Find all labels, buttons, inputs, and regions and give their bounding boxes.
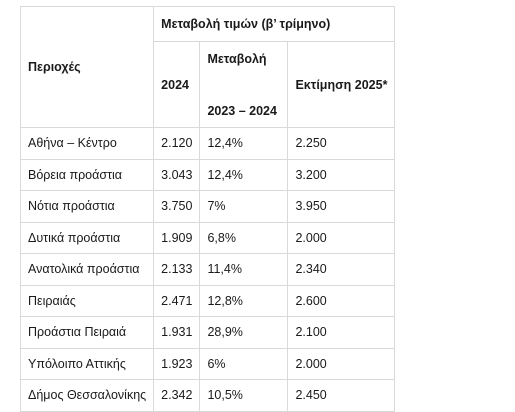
change-cell: 12,4% [199,127,289,160]
estimate-cell: 2.250 [287,127,396,160]
change-cell: 7% [199,190,289,223]
change-cell: 28,9% [199,316,289,349]
region-cell: Δήμος Θεσσαλονίκης [19,379,155,412]
region-cell: Προάστια Πειραιά [19,316,155,349]
region-column-header: Περιοχές [19,6,155,128]
estimate-cell: 2.000 [287,347,396,380]
price-change-group-header: Μεταβολή τιμών (β’ τρίμηνο) [153,6,396,42]
header-row-sub: 2024 Μεταβολή 2023 – 2024 Εκτίμηση 2025* [21,41,396,128]
region-cell: Υπόλοιπο Αττικής [19,347,155,380]
table-row: Υπόλοιπο Αττικής 1.923 6% 2.000 [19,347,396,380]
estimate-cell: 2.000 [287,221,396,254]
region-cell: Βόρεια προάστια [19,158,155,191]
change-cell: 10,5% [199,379,289,412]
estimate-column-header: Εκτίμηση 2025* [287,41,396,128]
table-row: Προάστια Πειραιά 1.931 28,9% 2.100 [19,316,396,349]
estimate-cell: 2.600 [287,284,396,317]
change-cell: 11,4% [199,253,289,286]
change-cell: 12,8% [199,284,289,317]
change-column-header: Μεταβολή 2023 – 2024 [199,41,289,128]
change-cell: 12,4% [199,158,289,191]
table-row: Ανατολικά προάστια 2.133 11,4% 2.340 [19,253,396,286]
price-change-table: Περιοχές Μεταβολή τιμών (β’ τρίμηνο) 202… [19,6,396,412]
change-cell: 6% [199,347,289,380]
header-row-top: Περιοχές Μεταβολή τιμών (β’ τρίμηνο) [19,6,396,128]
change-header-label: Μεταβολή [207,51,267,66]
value-2024-cell: 1.931 [153,316,201,349]
table-row: Νότια προάστια 3.750 7% 3.950 [19,190,396,223]
estimate-cell: 2.100 [287,316,396,349]
region-cell: Πειραιάς [19,284,155,317]
change-header-period: 2023 – 2024 [207,103,277,118]
table-row: Πειραιάς 2.471 12,8% 2.600 [19,284,396,317]
region-cell: Ανατολικά προάστια [19,253,155,286]
value-2024-cell: 1.909 [153,221,201,254]
value-2024-cell: 3.043 [153,158,201,191]
table-row: Δήμος Θεσσαλονίκης 2.342 10,5% 2.450 [19,379,396,412]
year-2024-column-header: 2024 [153,41,201,128]
value-2024-cell: 1.923 [153,347,201,380]
table-row: Δυτικά προάστια 1.909 6,8% 2.000 [19,221,396,254]
region-cell: Αθήνα – Κέντρο [19,127,155,160]
table-row: Αθήνα – Κέντρο 2.120 12,4% 2.250 [19,127,396,160]
table-row: Βόρεια προάστια 3.043 12,4% 3.200 [19,158,396,191]
estimate-cell: 3.950 [287,190,396,223]
value-2024-cell: 3.750 [153,190,201,223]
table-header: Περιοχές Μεταβολή τιμών (β’ τρίμηνο) 202… [19,6,396,128]
change-cell: 6,8% [199,221,289,254]
region-cell: Νότια προάστια [19,190,155,223]
estimate-cell: 2.340 [287,253,396,286]
value-2024-cell: 2.471 [153,284,201,317]
value-2024-cell: 2.342 [153,379,201,412]
table-body: Αθήνα – Κέντρο 2.120 12,4% 2.250 Βόρεια … [19,127,396,412]
value-2024-cell: 2.120 [153,127,201,160]
value-2024-cell: 2.133 [153,253,201,286]
region-cell: Δυτικά προάστια [19,221,155,254]
estimate-cell: 3.200 [287,158,396,191]
estimate-cell: 2.450 [287,379,396,412]
